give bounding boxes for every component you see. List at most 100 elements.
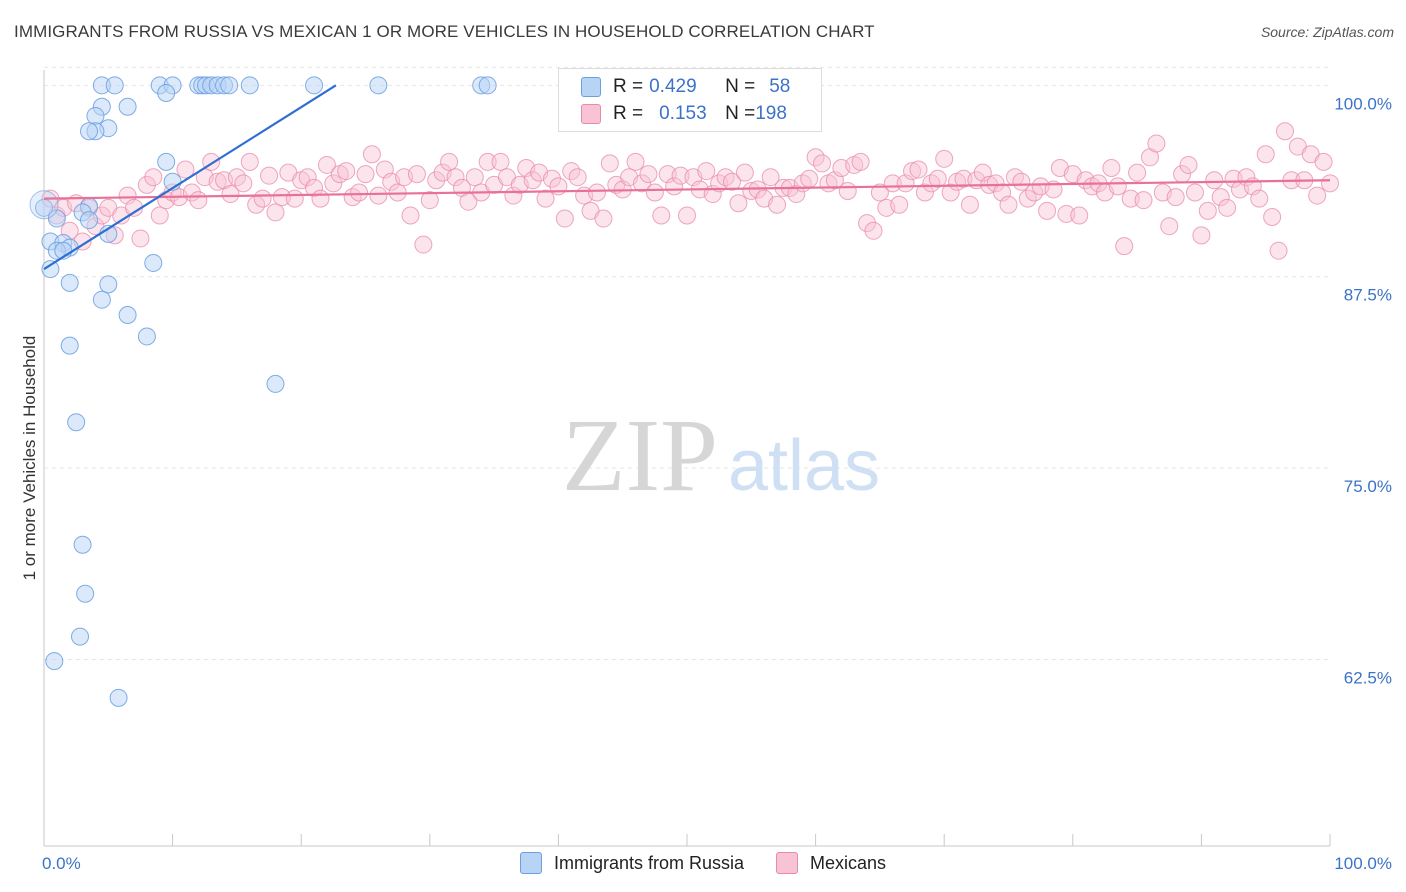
- mexicans-point-192: [1275, 122, 1294, 141]
- mexicans-point-113: [768, 195, 787, 214]
- mexicans-point-134: [903, 162, 922, 181]
- mexicans-point-108: [735, 163, 754, 182]
- x-tick-label-max: 100.0%: [1334, 854, 1392, 873]
- mexicans-point-63: [446, 168, 465, 187]
- russia-point-29: [80, 211, 99, 230]
- mexicans-point-138: [928, 169, 947, 188]
- y-axis-label: 1 or more Vehicles in Household: [20, 335, 39, 581]
- mexicans-r-label: R =: [613, 103, 644, 124]
- mexicans-point-107: [729, 194, 748, 213]
- mexicans-point-44: [324, 174, 343, 193]
- mexicans-point-190: [1263, 208, 1282, 227]
- y-tick-label-1: 87.5%: [1344, 286, 1392, 305]
- legend-russia-swatch: [519, 852, 542, 874]
- legend-mexicans-label: Mexicans: [810, 852, 887, 873]
- russia-point-42: [137, 327, 156, 346]
- mexicans-point-93: [639, 165, 658, 184]
- mexicans-point-68: [478, 152, 497, 171]
- mexicans-point-128: [864, 221, 883, 240]
- mexicans-point-139: [935, 149, 954, 168]
- mexicans-point-172: [1147, 134, 1166, 153]
- mexicans-point-77: [536, 189, 555, 208]
- mexicans-point-23: [189, 191, 208, 210]
- mexicans-point-16: [144, 168, 163, 187]
- mexicans-point-102: [697, 162, 716, 181]
- mexicans-point-94: [645, 183, 664, 202]
- x-tick-label-min: 0.0%: [42, 854, 81, 873]
- russia-point-37: [41, 260, 60, 279]
- legend-mexicans-swatch: [776, 852, 798, 874]
- russia-point-12: [305, 76, 324, 95]
- mexicans-point-129: [870, 183, 889, 202]
- trend-lines: [43, 84, 1331, 271]
- mexicans-point-160: [1070, 206, 1089, 225]
- mexicans-point-184: [1224, 169, 1243, 188]
- tick-labels: 100.0% 87.5% 75.0% 62.5% 0.0% 100.0%: [42, 94, 1392, 873]
- source-label: Source: ZipAtlas.com: [1260, 24, 1394, 40]
- mexicans-point-95: [652, 206, 671, 225]
- mexicans-point-47: [343, 188, 362, 207]
- russia-point-23: [157, 152, 176, 171]
- russia-n-label: N =: [725, 76, 756, 97]
- russia-point-large: [29, 190, 59, 220]
- mexicans-stat-row: R = 0.153 N = 198: [581, 101, 787, 127]
- mexicans-point-86: [594, 209, 613, 228]
- mexicans-point-183: [1218, 198, 1237, 217]
- russia-point-49: [45, 652, 64, 671]
- mexicans-point-182: [1211, 188, 1230, 207]
- russia-point-19: [86, 106, 105, 125]
- russia-point-47: [76, 584, 95, 603]
- russia-trend-line: [43, 84, 337, 271]
- mexicans-point-143: [960, 195, 979, 214]
- mexicans-point-199: [1321, 174, 1339, 193]
- legend-item-mexicans: Mexicans: [776, 852, 886, 874]
- mexicans-point-147: [986, 174, 1005, 193]
- russia-point-36: [144, 253, 163, 272]
- mexicans-point-167: [1115, 237, 1134, 256]
- mexicans-points: [41, 122, 1339, 260]
- mexicans-point-142: [954, 169, 973, 188]
- mexicans-point-14: [131, 229, 150, 248]
- y-tick-label-0: 100.0%: [1334, 94, 1392, 113]
- mexicans-point-91: [626, 152, 645, 171]
- russia-point-40: [92, 290, 111, 309]
- mexicans-point-165: [1102, 159, 1121, 178]
- mexicans-point-180: [1198, 201, 1217, 220]
- mexicans-point-178: [1185, 183, 1204, 202]
- mexicans-point-197: [1308, 186, 1327, 205]
- mexicans-point-36: [272, 188, 291, 207]
- legend-item-russia: Immigrants from Russia: [519, 852, 744, 874]
- mexicans-point-126: [851, 152, 870, 171]
- mexicans-point-140: [941, 183, 960, 202]
- mexicans-point-99: [678, 206, 696, 225]
- mexicans-n-value: 198: [755, 103, 787, 124]
- mexicans-point-105: [716, 168, 735, 187]
- mexicans-point-33: [253, 189, 272, 208]
- russia-point-10: [220, 76, 239, 95]
- mexicans-point-149: [999, 195, 1018, 214]
- mexicans-point-175: [1166, 188, 1185, 207]
- mexicans-point-51: [369, 186, 388, 205]
- mexicans-point-98: [671, 166, 690, 185]
- russia-point-46: [73, 535, 92, 554]
- russia-point-15: [478, 76, 497, 95]
- mexicans-point-75: [523, 171, 542, 190]
- grid-layer: [44, 66, 1330, 661]
- mexicans-point-137: [922, 174, 941, 193]
- mexicans-point-50: [362, 145, 381, 164]
- watermark-atlas: atlas: [728, 426, 880, 506]
- mexicans-point-118: [800, 169, 819, 188]
- mexicans-point-85: [587, 183, 606, 202]
- chart-title: IMMIGRANTS FROM RUSSIA VS MEXICAN 1 OR M…: [14, 22, 875, 41]
- russia-point-50: [109, 688, 128, 707]
- mexicans-point-166: [1108, 177, 1127, 196]
- russia-point-44: [266, 374, 285, 393]
- russia-point-43: [60, 336, 79, 355]
- mexicans-point-112: [761, 168, 780, 187]
- mexicans-point-92: [632, 174, 651, 193]
- mexicans-point-177: [1179, 155, 1198, 174]
- mexicans-point-30: [234, 174, 253, 193]
- mexicans-point-78: [542, 169, 561, 188]
- mexicans-point-34: [260, 166, 279, 185]
- mexicans-point-21: [176, 160, 195, 179]
